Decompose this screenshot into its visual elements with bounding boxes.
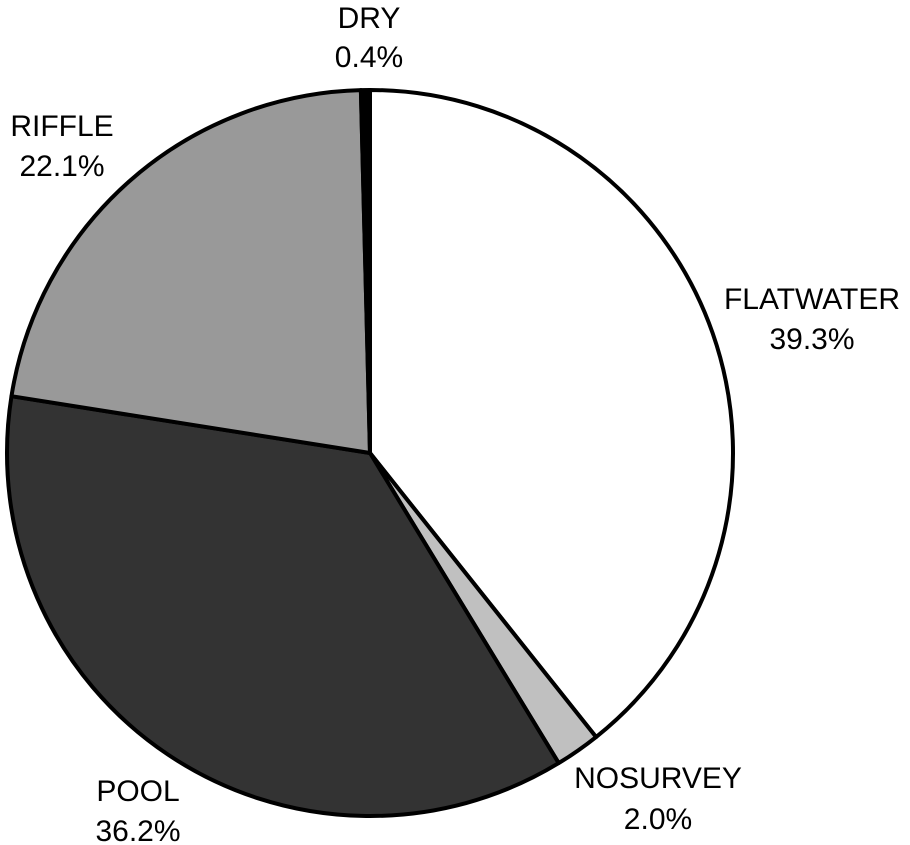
label-dry: DRY 0.4%	[335, 2, 403, 74]
label-nosurvey-value: 2.0%	[624, 803, 692, 836]
label-riffle: RIFFLE 22.1%	[10, 110, 113, 183]
label-flatwater-value: 39.3%	[769, 323, 854, 356]
label-flatwater: FLATWATER 39.3%	[724, 283, 900, 356]
pie-slices	[5, 87, 735, 818]
label-pool: POOL 36.2%	[95, 775, 180, 845]
label-dry-value: 0.4%	[335, 41, 403, 74]
slice-flatwater	[368, 88, 735, 740]
label-riffle-value: 22.1%	[19, 150, 104, 183]
slice-pool	[5, 394, 561, 818]
slice-dry	[358, 87, 372, 455]
slice-riffle	[9, 88, 372, 455]
label-flatwater-name: FLATWATER	[724, 283, 900, 316]
label-dry-name: DRY	[338, 2, 401, 35]
label-nosurvey: NOSURVEY 2.0%	[574, 762, 742, 836]
label-riffle-name: RIFFLE	[10, 110, 113, 143]
label-pool-value: 36.2%	[95, 815, 180, 845]
label-pool-name: POOL	[96, 775, 179, 808]
label-nosurvey-name: NOSURVEY	[574, 762, 742, 795]
